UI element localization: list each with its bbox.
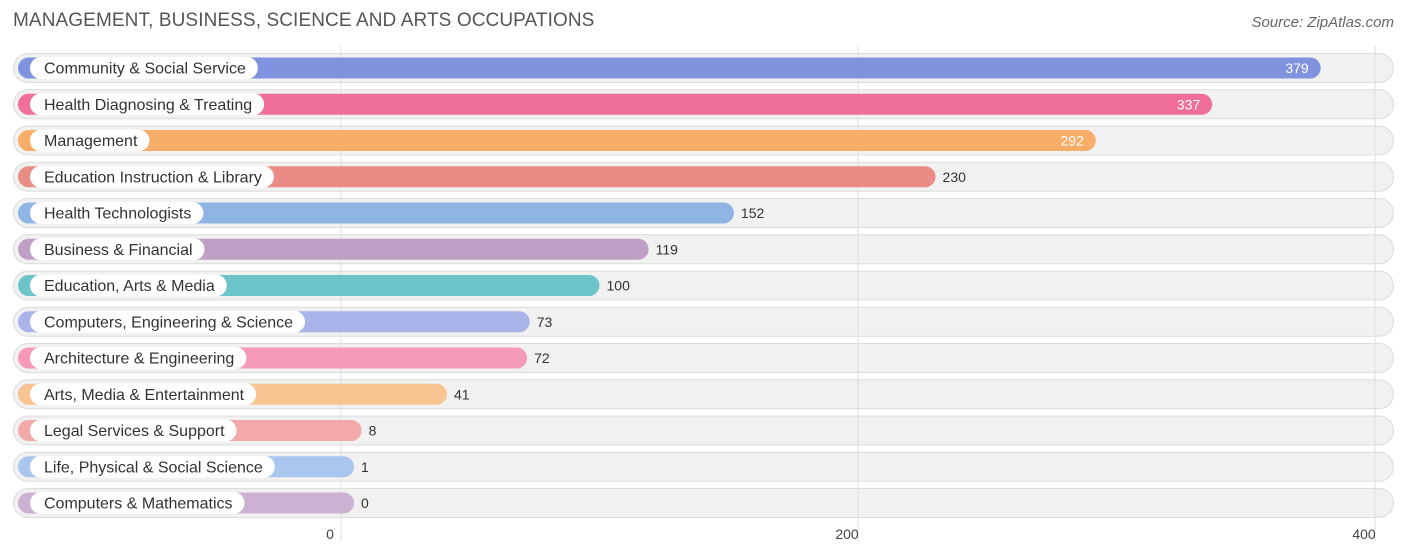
value-label: 230 (943, 169, 967, 185)
category-label-pill (30, 419, 237, 442)
bar-group: Education, Arts & Media 100 (18, 274, 631, 297)
category-label-pill (30, 274, 227, 297)
bar-group: Management 292 (18, 129, 1096, 152)
category-label: Education, Arts & Media (44, 278, 215, 295)
value-label: 73 (537, 314, 553, 330)
value-label: 379 (1285, 60, 1309, 76)
category-label-pill (30, 455, 275, 478)
bar-group: Computers, Engineering & Science 73 (18, 310, 553, 333)
x-tick-label: 0 (326, 526, 334, 542)
category-label-pill (30, 383, 257, 406)
value-label: 292 (1060, 133, 1084, 149)
bar-group: Legal Services & Support 8 (18, 419, 377, 442)
x-tick-label: 200 (835, 526, 859, 542)
category-label: Health Technologists (44, 206, 191, 223)
category-label: Management (44, 133, 138, 150)
chart-title: MANAGEMENT, BUSINESS, SCIENCE AND ARTS O… (13, 10, 595, 31)
bar (18, 130, 1096, 151)
bar-group: Education Instruction & Library 230 (18, 165, 967, 188)
bars: Community & Social Service 379 Health Diag… (18, 57, 1321, 514)
category-label: Business & Financial (44, 242, 193, 259)
x-tick-label: 400 (1352, 526, 1376, 542)
category-label-pill (30, 347, 247, 369)
category-label-pill (30, 492, 245, 514)
row-background (13, 451, 1394, 482)
category-label-pill (30, 129, 150, 152)
category-label-pill (30, 165, 274, 188)
value-label: 1 (361, 459, 369, 475)
category-label-pill (30, 57, 258, 79)
bar (18, 93, 1213, 115)
value-label: 0 (361, 495, 369, 511)
value-label: 41 (454, 386, 470, 402)
x-axis-ticks: 0 200 400 (326, 526, 1376, 542)
category-label: Architecture & Engineering (44, 351, 234, 368)
bar-group: Business & Financial 119 (18, 238, 679, 261)
value-label: 119 (656, 241, 679, 257)
value-label: 337 (1177, 96, 1201, 112)
value-label: 8 (369, 423, 377, 439)
bar-group: Architecture & Engineering 72 (18, 347, 550, 369)
category-label: Health Diagnosing & Treating (44, 97, 252, 114)
bar-group: Health Technologists 152 (18, 202, 764, 224)
bar-group: Computers & Mathematics 0 (18, 492, 369, 514)
category-label: Arts, Media & Entertainment (44, 387, 245, 404)
bar-group: Community & Social Service 379 (18, 57, 1321, 79)
category-label: Life, Physical & Social Science (44, 459, 263, 476)
bar (18, 57, 1321, 79)
category-label: Community & Social Service (44, 61, 246, 78)
category-label: Legal Services & Support (44, 423, 225, 440)
value-label: 72 (534, 350, 550, 366)
row-background (13, 488, 1394, 518)
bar-group: Health Diagnosing & Treating 337 (18, 93, 1213, 116)
category-label-pill (30, 93, 265, 116)
category-label: Education Instruction & Library (44, 169, 262, 186)
category-label-pill (30, 238, 205, 261)
category-label: Computers, Engineering & Science (44, 314, 293, 331)
bar-group: Arts, Media & Entertainment 41 (18, 383, 470, 406)
value-label: 100 (607, 278, 631, 294)
value-label: 152 (741, 205, 765, 221)
category-label-pill (30, 310, 306, 333)
bar-group: Life, Physical & Social Science 1 (18, 455, 369, 478)
category-label-pill (30, 202, 204, 224)
source-label: Source: ZipAtlas.com (1251, 14, 1394, 31)
category-label: Computers & Mathematics (44, 496, 233, 513)
